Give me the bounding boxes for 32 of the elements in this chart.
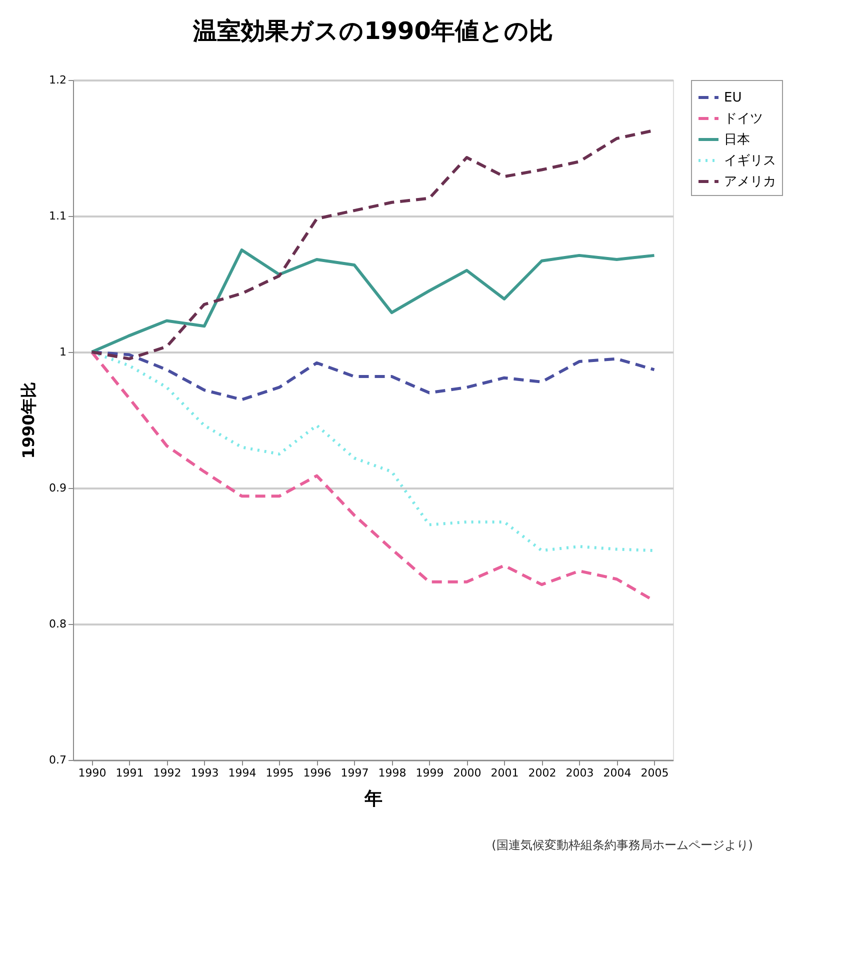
- x-tick-label: 1997: [340, 766, 369, 780]
- y-tick-label: 0.8: [49, 618, 66, 630]
- line-series: [90, 248, 656, 354]
- x-tick-label: 2001: [490, 766, 519, 780]
- chart-title: 温室効果ガスの1990年値との比: [192, 17, 553, 45]
- x-tick-label: 2003: [566, 766, 594, 780]
- y-tick-label: 1.1: [49, 210, 66, 222]
- x-tick-label: 1993: [190, 766, 219, 780]
- y-tick-label: 0.9: [49, 482, 66, 494]
- legend-label: 日本: [724, 132, 750, 148]
- x-tick-label: 2004: [603, 766, 632, 780]
- x-tick-label: 1998: [378, 766, 406, 780]
- y-tick-label: 1.2: [49, 74, 66, 86]
- x-tick-label: 1992: [153, 766, 182, 780]
- x-axis-title: 年: [364, 788, 382, 810]
- x-tick-label: 1996: [303, 766, 332, 780]
- y-tick-label: 1: [60, 346, 66, 358]
- x-tick-label: 2000: [453, 766, 482, 780]
- legend-label: アメリカ: [724, 174, 776, 190]
- x-tick-label: 1999: [416, 766, 444, 780]
- legend-label: ドイツ: [724, 112, 763, 126]
- y-tick-label: 0.7: [49, 754, 66, 766]
- x-tick-label: 2002: [528, 766, 556, 780]
- x-tick-label: 1990: [78, 766, 106, 780]
- x-tick-label: 1994: [228, 766, 256, 780]
- x-tick-label: 1995: [266, 766, 294, 780]
- x-tick-label: 1991: [116, 766, 144, 780]
- legend-label: イギリス: [724, 154, 776, 168]
- text: (国連気候変動枠組条約事務局ホームページより): [492, 838, 753, 852]
- x-tick-label: 2005: [640, 766, 669, 780]
- y-axis-title: 1990年比: [19, 382, 38, 459]
- legend-label: EU: [724, 90, 742, 106]
